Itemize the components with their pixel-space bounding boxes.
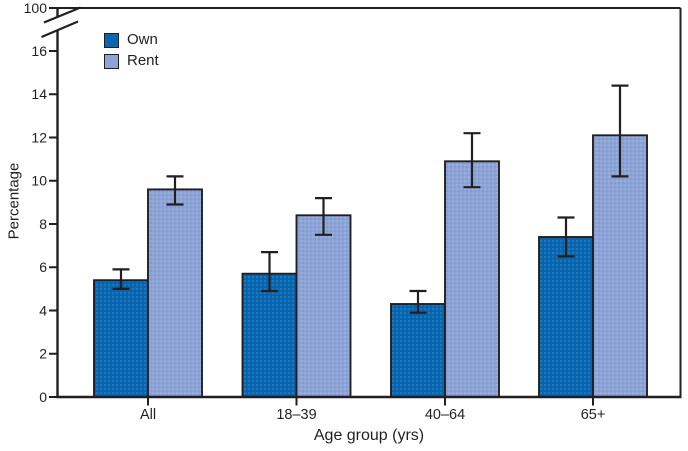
y-tick-label: 2 bbox=[39, 346, 47, 362]
legend-label-rent: Rent bbox=[127, 52, 159, 69]
x-tick-label: 65+ bbox=[581, 407, 606, 423]
axis-break-icon bbox=[41, 6, 81, 39]
y-axis-title: Percentage bbox=[5, 162, 23, 240]
rent-series-swatch-icon bbox=[104, 53, 119, 69]
y-tick-label: 14 bbox=[31, 86, 47, 102]
bar-rent-2 bbox=[444, 160, 500, 398]
y-tick-label: 16 bbox=[31, 43, 47, 59]
error-bar-rent-3 bbox=[611, 84, 629, 178]
y-tick-label-break: 100 bbox=[24, 0, 48, 16]
y-tick-label: 10 bbox=[31, 173, 47, 189]
x-tick-label: 40–64 bbox=[425, 407, 465, 423]
error-bar-rent-2 bbox=[463, 132, 481, 189]
bar-rent-0 bbox=[147, 188, 203, 398]
legend: Own Rent bbox=[104, 32, 159, 74]
bar-own-1 bbox=[241, 272, 298, 398]
legend-label-own: Own bbox=[127, 31, 158, 48]
error-bar-rent-0 bbox=[166, 175, 184, 206]
x-axis-title: Age group (yrs) bbox=[313, 427, 425, 444]
error-bar-own-3 bbox=[557, 216, 575, 258]
legend-item-own: Own bbox=[104, 32, 159, 48]
y-tick-label: 4 bbox=[39, 302, 47, 318]
error-bar-own-1 bbox=[261, 251, 278, 293]
y-tick-label: 12 bbox=[31, 129, 47, 145]
bar-own-0 bbox=[93, 279, 149, 398]
bar-own-3 bbox=[538, 236, 594, 398]
bar-rent-1 bbox=[295, 214, 352, 398]
x-tick-label: 18–39 bbox=[276, 407, 316, 423]
error-bar-own-0 bbox=[112, 268, 130, 290]
error-bar-rent-1 bbox=[315, 197, 332, 236]
y-tick-label: 0 bbox=[39, 389, 47, 405]
bar-rent-3 bbox=[592, 134, 648, 398]
error-bar-own-2 bbox=[409, 289, 427, 314]
bar-own-2 bbox=[390, 303, 446, 398]
y-tick-label: 6 bbox=[39, 259, 47, 275]
y-tick-label: 8 bbox=[39, 216, 47, 232]
x-tick-label: All bbox=[140, 407, 156, 423]
legend-item-rent: Rent bbox=[104, 53, 159, 69]
axis-break-mask bbox=[41, 7, 81, 37]
own-series-swatch-icon bbox=[104, 32, 119, 48]
